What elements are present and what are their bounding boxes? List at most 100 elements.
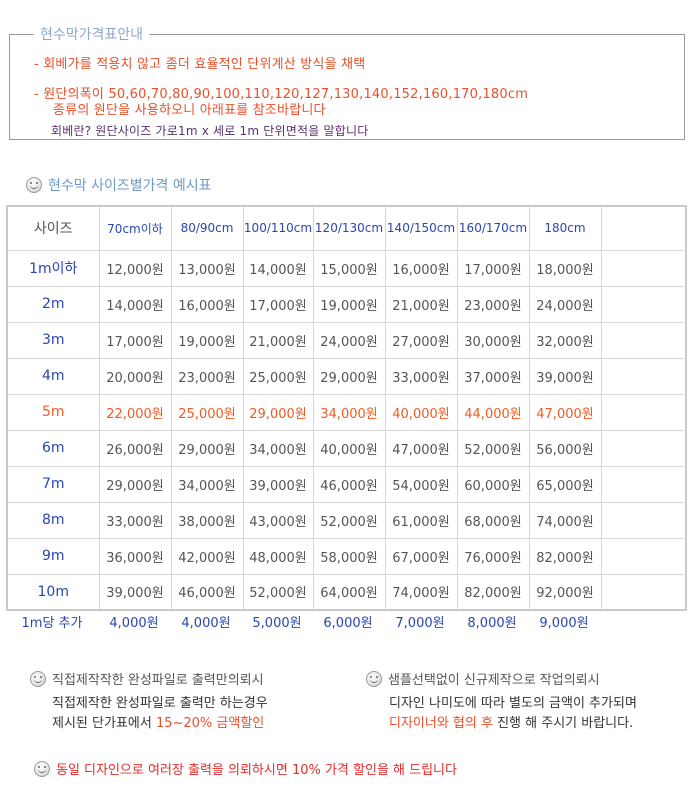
column-header: 사이즈 — [6, 205, 100, 251]
price-cell: 16,000원 — [384, 249, 458, 287]
price-cell: 47,000원 — [528, 393, 602, 431]
price-cell: 42,000원 — [170, 537, 244, 575]
size-cell: 4m — [6, 357, 100, 395]
size-cell: 7m — [6, 465, 100, 503]
extra-price: 6,000원 — [323, 616, 373, 631]
note-left-header: 직접제작작한 완성파일로 출력만의뢰시 — [30, 669, 264, 688]
price-cell: 38,000원 — [170, 501, 244, 539]
extra-per-meter-row: 1m당 추가 4,000원 4,000원 5,000원 6,000원 7,000원 8,00… — [6, 612, 687, 631]
column-header: 180cm — [528, 205, 602, 251]
table-row: 4m 20,000원 23,000원 25,000원 29,000원 33,000원 37,… — [6, 357, 687, 395]
size-cell: 10m — [6, 573, 100, 611]
price-cell: 29,000원 — [242, 393, 314, 431]
price-cell: 25,000원 — [242, 357, 314, 395]
column-header: 80/90cm — [170, 205, 244, 251]
price-cell: 52,000원 — [312, 501, 386, 539]
price-cell: 39,000원 — [242, 465, 314, 503]
table-row: 10m 39,000원 46,000원 52,000원 64,000원 74,000원 82… — [6, 573, 687, 611]
price-cell: 15,000원 — [312, 249, 386, 287]
price-cell: 23,000원 — [170, 357, 244, 395]
note-left-line-2-text: 제시된 단가표에서 — [52, 716, 156, 731]
extra-price: 7,000원 — [395, 616, 445, 631]
empty-cell — [600, 249, 687, 287]
price-cell: 12,000원 — [98, 249, 172, 287]
info-line-2: - 원단의폭이 50,60,70,80,90,100,110,120,127,1… — [34, 87, 529, 102]
price-cell: 92,000원 — [528, 573, 602, 611]
price-cell: 74,000원 — [384, 573, 458, 611]
price-cell: 56,000원 — [528, 429, 602, 467]
price-cell: 16,000원 — [170, 285, 244, 323]
price-cell: 52,000원 — [456, 429, 530, 467]
price-cell: 24,000원 — [528, 285, 602, 323]
empty-cell — [600, 573, 687, 611]
price-cell: 40,000원 — [312, 429, 386, 467]
size-cell: 3m — [6, 321, 100, 359]
size-cell: 6m — [6, 429, 100, 467]
price-cell: 25,000원 — [170, 393, 244, 431]
price-guide-title: 현수막가격표안내 — [34, 24, 150, 44]
note-left-title: 직접제작작한 완성파일로 출력만의뢰시 — [52, 673, 264, 688]
empty-cell — [600, 537, 687, 575]
table-row: 8m 33,000원 38,000원 43,000원 52,000원 61,000원 68,… — [6, 501, 687, 539]
section-title: 현수막 사이즈별가격 예시표 — [48, 178, 212, 194]
price-cell: 37,000원 — [456, 357, 530, 395]
table-row: 3m 17,000원 19,000원 21,000원 24,000원 27,000원 30,… — [6, 321, 687, 359]
price-cell: 21,000원 — [384, 285, 458, 323]
column-header: 160/170cm — [456, 205, 530, 251]
price-cell: 48,000원 — [242, 537, 314, 575]
size-cell: 1m이하 — [6, 249, 100, 287]
consult-text: 디자이너와 협의 후 — [389, 716, 493, 731]
price-cell: 76,000원 — [456, 537, 530, 575]
price-cell: 36,000원 — [98, 537, 172, 575]
column-header: 140/150cm — [384, 205, 458, 251]
note-right-line-1: 디자인 나미도에 따라 별도의 금액이 추가되며 — [389, 696, 637, 711]
discount-text: 15~20% 금액할인 — [155, 716, 265, 731]
table-row: 1m이하 12,000원 13,000원 14,000원 15,000원 16,000원 1… — [6, 249, 687, 287]
price-cell: 33,000원 — [384, 357, 458, 395]
empty-cell — [600, 357, 687, 395]
smiley-icon — [366, 670, 382, 687]
discount-notice: 동일 디자인으로 여러장 출력을 의뢰하시면 10% 가격 할인을 해 드립니다 — [34, 759, 457, 778]
price-cell: 52,000원 — [242, 573, 314, 611]
price-cell: 46,000원 — [312, 465, 386, 503]
price-cell: 47,000원 — [384, 429, 458, 467]
empty-cell — [600, 393, 687, 431]
price-cell: 46,000원 — [170, 573, 244, 611]
price-cell: 29,000원 — [312, 357, 386, 395]
price-cell: 74,000원 — [528, 501, 602, 539]
price-cell: 27,000원 — [384, 321, 458, 359]
column-header: 120/130cm — [312, 205, 386, 251]
extra-label: 1m당 추가 — [21, 616, 83, 631]
extra-price: 4,000원 — [109, 616, 159, 631]
table-header-row: 사이즈 70cm이하 80/90cm 100/110cm 120/130cm 140/15… — [6, 205, 687, 251]
smiley-icon — [30, 670, 46, 687]
price-guide-box — [9, 34, 685, 140]
price-cell: 14,000원 — [98, 285, 172, 323]
smiley-icon — [34, 760, 50, 777]
price-cell: 40,000원 — [384, 393, 458, 431]
note-right-line-2-text: 진행 해 주시기 바랍니다. — [492, 716, 634, 731]
table-row: 5m 22,000원 25,000원 29,000원 34,000원 40,000원 44,… — [6, 393, 687, 431]
price-cell: 61,000원 — [384, 501, 458, 539]
table-row: 6m 26,000원 29,000원 34,000원 40,000원 47,000원 52,… — [6, 429, 687, 467]
price-cell: 67,000원 — [384, 537, 458, 575]
note-left-line-2: 제시된 단가표에서 15~20% 금액할인 — [52, 714, 268, 734]
empty-cell — [600, 429, 687, 467]
note-right-text: 디자인 나미도에 따라 별도의 금액이 추가되며 디자이너와 협의 후 진행 해… — [389, 694, 637, 734]
price-cell: 14,000원 — [242, 249, 314, 287]
note-left-line-1: 직접제작한 완성파일로 출력만 하는경우 — [52, 696, 268, 711]
note-right-title: 샘플선택없이 신규제작으로 작업의뢰시 — [388, 673, 600, 688]
table-row: 2m 14,000원 16,000원 17,000원 19,000원 21,000원 23,… — [6, 285, 687, 323]
size-cell: 5m — [6, 393, 100, 431]
note-right-line-2: 디자이너와 협의 후 진행 해 주시기 바랍니다. — [389, 714, 637, 734]
price-cell: 22,000원 — [98, 393, 172, 431]
price-cell: 39,000원 — [98, 573, 172, 611]
price-cell: 29,000원 — [170, 429, 244, 467]
price-cell: 18,000원 — [528, 249, 602, 287]
price-cell: 13,000원 — [170, 249, 244, 287]
price-cell: 39,000원 — [528, 357, 602, 395]
price-cell: 33,000원 — [98, 501, 172, 539]
price-cell: 44,000원 — [456, 393, 530, 431]
price-cell: 19,000원 — [170, 321, 244, 359]
price-table: 사이즈 70cm이하 80/90cm 100/110cm 120/130cm 140/15… — [6, 205, 687, 611]
